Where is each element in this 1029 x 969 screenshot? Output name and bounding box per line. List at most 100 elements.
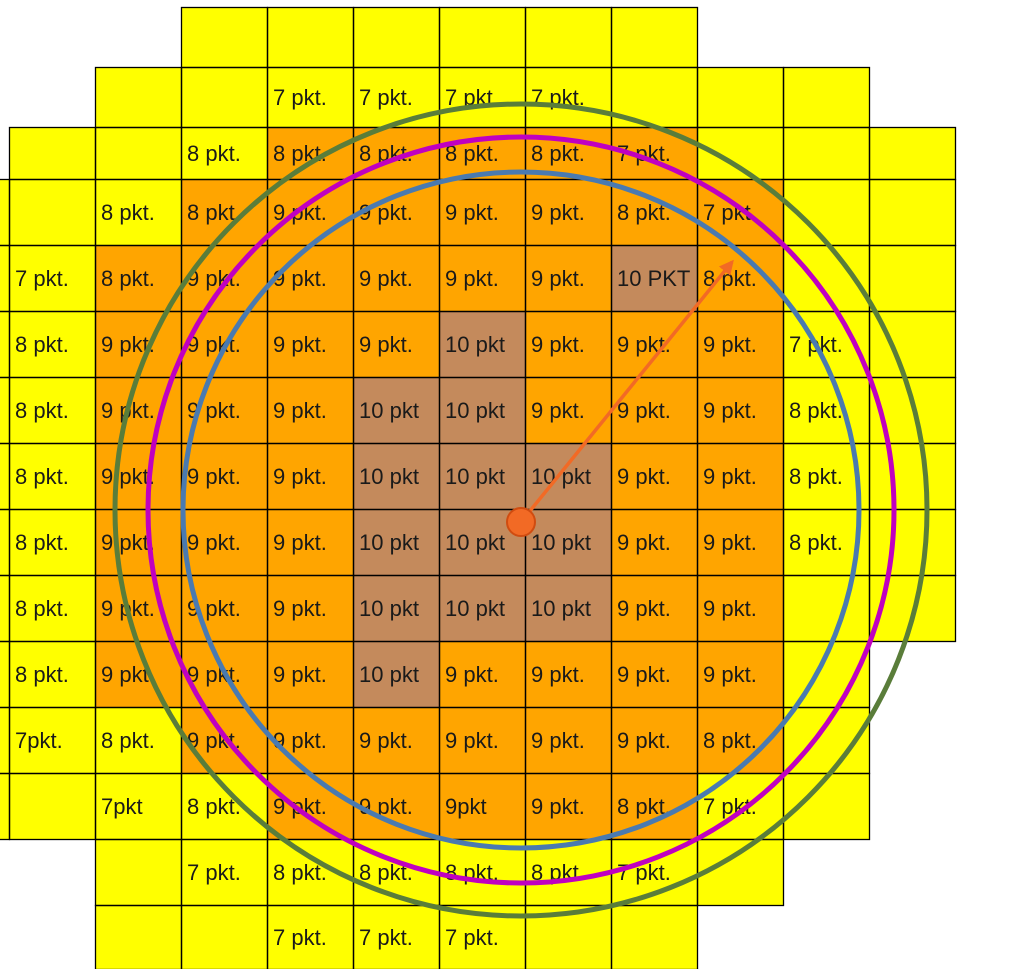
cell-label: 7pkt.: [15, 728, 63, 753]
grid-cell-border: [696, 838, 785, 907]
grid-cell: [783, 575, 869, 641]
center-cell-highlight: [439, 443, 525, 509]
cell-label: 8 pkt.: [789, 530, 843, 555]
grid-cell: [525, 67, 611, 127]
center-cell-highlight: [439, 311, 525, 377]
grid-cell: [181, 839, 267, 905]
grid-cell: [783, 377, 869, 443]
grid-cell: [353, 311, 439, 377]
cell-label: 7 pkt.: [273, 85, 327, 110]
grid-cell: [181, 443, 267, 509]
grid-cell: [9, 575, 95, 641]
grid-cell: [0, 179, 9, 245]
grid-cell: [9, 443, 95, 509]
grid-cell: [95, 67, 181, 127]
grid-cell: [267, 245, 353, 311]
grid-cell: [0, 575, 9, 641]
cell-label: 8 pkt.: [789, 464, 843, 489]
cell-label: 9 pkt.: [531, 728, 585, 753]
cell-label: 9 pkt.: [531, 266, 585, 291]
grid-cell: [267, 773, 353, 839]
cell-label: 9 pkt.: [531, 398, 585, 423]
grid-cell: [439, 7, 525, 67]
cell-label: 8 pkt.: [15, 464, 69, 489]
grid-cell: [267, 707, 353, 773]
cell-label: 9 pkt.: [273, 332, 327, 357]
grid-cell: [869, 443, 955, 509]
grid-cell: [95, 245, 181, 311]
grid-cell: [353, 707, 439, 773]
cell-label: 9 pkt.: [187, 464, 241, 489]
target-rings: [112, 101, 930, 919]
cell-labels: 7 pkt. 7 pkt. 7 pkt. 7 pkt. 8 pkt. 8 pkt. 8 pk…: [15, 85, 843, 950]
cell-label: 8 pkt.: [187, 141, 241, 166]
grid-cell: [9, 127, 95, 179]
grid-cell: [611, 443, 697, 509]
grid-cell: [439, 179, 525, 245]
cell-label: 9 pkt.: [703, 662, 757, 687]
cell-label: 7 pkt.: [273, 925, 327, 950]
grid-cell: [9, 707, 95, 773]
grid-cell: [611, 707, 697, 773]
cell-label: 9 pkt.: [531, 662, 585, 687]
center-cell-highlight: [353, 641, 439, 707]
grid-cell: [267, 311, 353, 377]
cell-label: 8 pkt.: [15, 398, 69, 423]
cell-label: 10 pkt: [445, 332, 505, 357]
grid-cell: [181, 7, 267, 67]
grid-cell: [9, 773, 95, 839]
grid-cell-border: [610, 904, 699, 969]
grid-cell: [95, 773, 181, 839]
grid-cell: [525, 707, 611, 773]
grid-cell-border: [868, 574, 957, 643]
grid-cell: [181, 377, 267, 443]
grid-cell: [267, 443, 353, 509]
grid-cell: [95, 179, 181, 245]
grid-cell: [869, 127, 955, 179]
grid-cell: [267, 127, 353, 179]
center-cell-highlight: [439, 575, 525, 641]
cell-label: 8 pkt.: [101, 728, 155, 753]
cell-label: 8 pkt.: [15, 530, 69, 555]
cell-label: 8 pkt.: [273, 141, 327, 166]
grid-cell: [9, 377, 95, 443]
cell-label: 8 pkt.: [703, 728, 757, 753]
cell-label: 10 pkt: [445, 398, 505, 423]
grid-cell: [9, 179, 95, 245]
cell-label: 9 pkt.: [359, 200, 413, 225]
cell-label: 10 pkt: [445, 530, 505, 555]
grid-cell: [611, 509, 697, 575]
cell-label: 8 pkt.: [15, 332, 69, 357]
cell-label: 9 pkt.: [445, 662, 499, 687]
grid-cell: [697, 443, 783, 509]
cell-label: 9 pkt.: [531, 332, 585, 357]
grid-cell: [0, 509, 9, 575]
cell-label: 9 pkt.: [101, 464, 155, 489]
center-cell-highlight: [353, 443, 439, 509]
arrow-line: [519, 259, 734, 524]
grid-cell: [697, 377, 783, 443]
grid-cell: [0, 311, 9, 377]
grid-cell: [9, 245, 95, 311]
grid-cell: [267, 905, 353, 969]
cell-label: 9 pkt.: [703, 530, 757, 555]
grid-cell: [439, 641, 525, 707]
center-point: [506, 507, 536, 537]
grid-cell: [353, 773, 439, 839]
grid-cell: [267, 575, 353, 641]
grid-cell: [611, 575, 697, 641]
grid-cell: [611, 641, 697, 707]
grid-cell: [439, 245, 525, 311]
grid-cell: [525, 311, 611, 377]
grid-cell: [267, 179, 353, 245]
grid-cell: [525, 377, 611, 443]
cell-label: 9 pkt.: [273, 398, 327, 423]
grid-cell: [869, 245, 955, 311]
grid-cell: [697, 311, 783, 377]
cell-label: 9 pkt.: [273, 662, 327, 687]
cell-label: 9 pkt.: [359, 794, 413, 819]
grid-cell: [697, 575, 783, 641]
cell-label: 10 pkt: [531, 530, 591, 555]
middle-ring: [145, 134, 897, 886]
